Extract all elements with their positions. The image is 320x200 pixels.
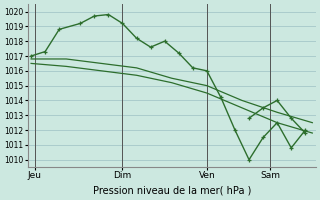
X-axis label: Pression niveau de la mer( hPa ): Pression niveau de la mer( hPa ) [92, 186, 251, 196]
